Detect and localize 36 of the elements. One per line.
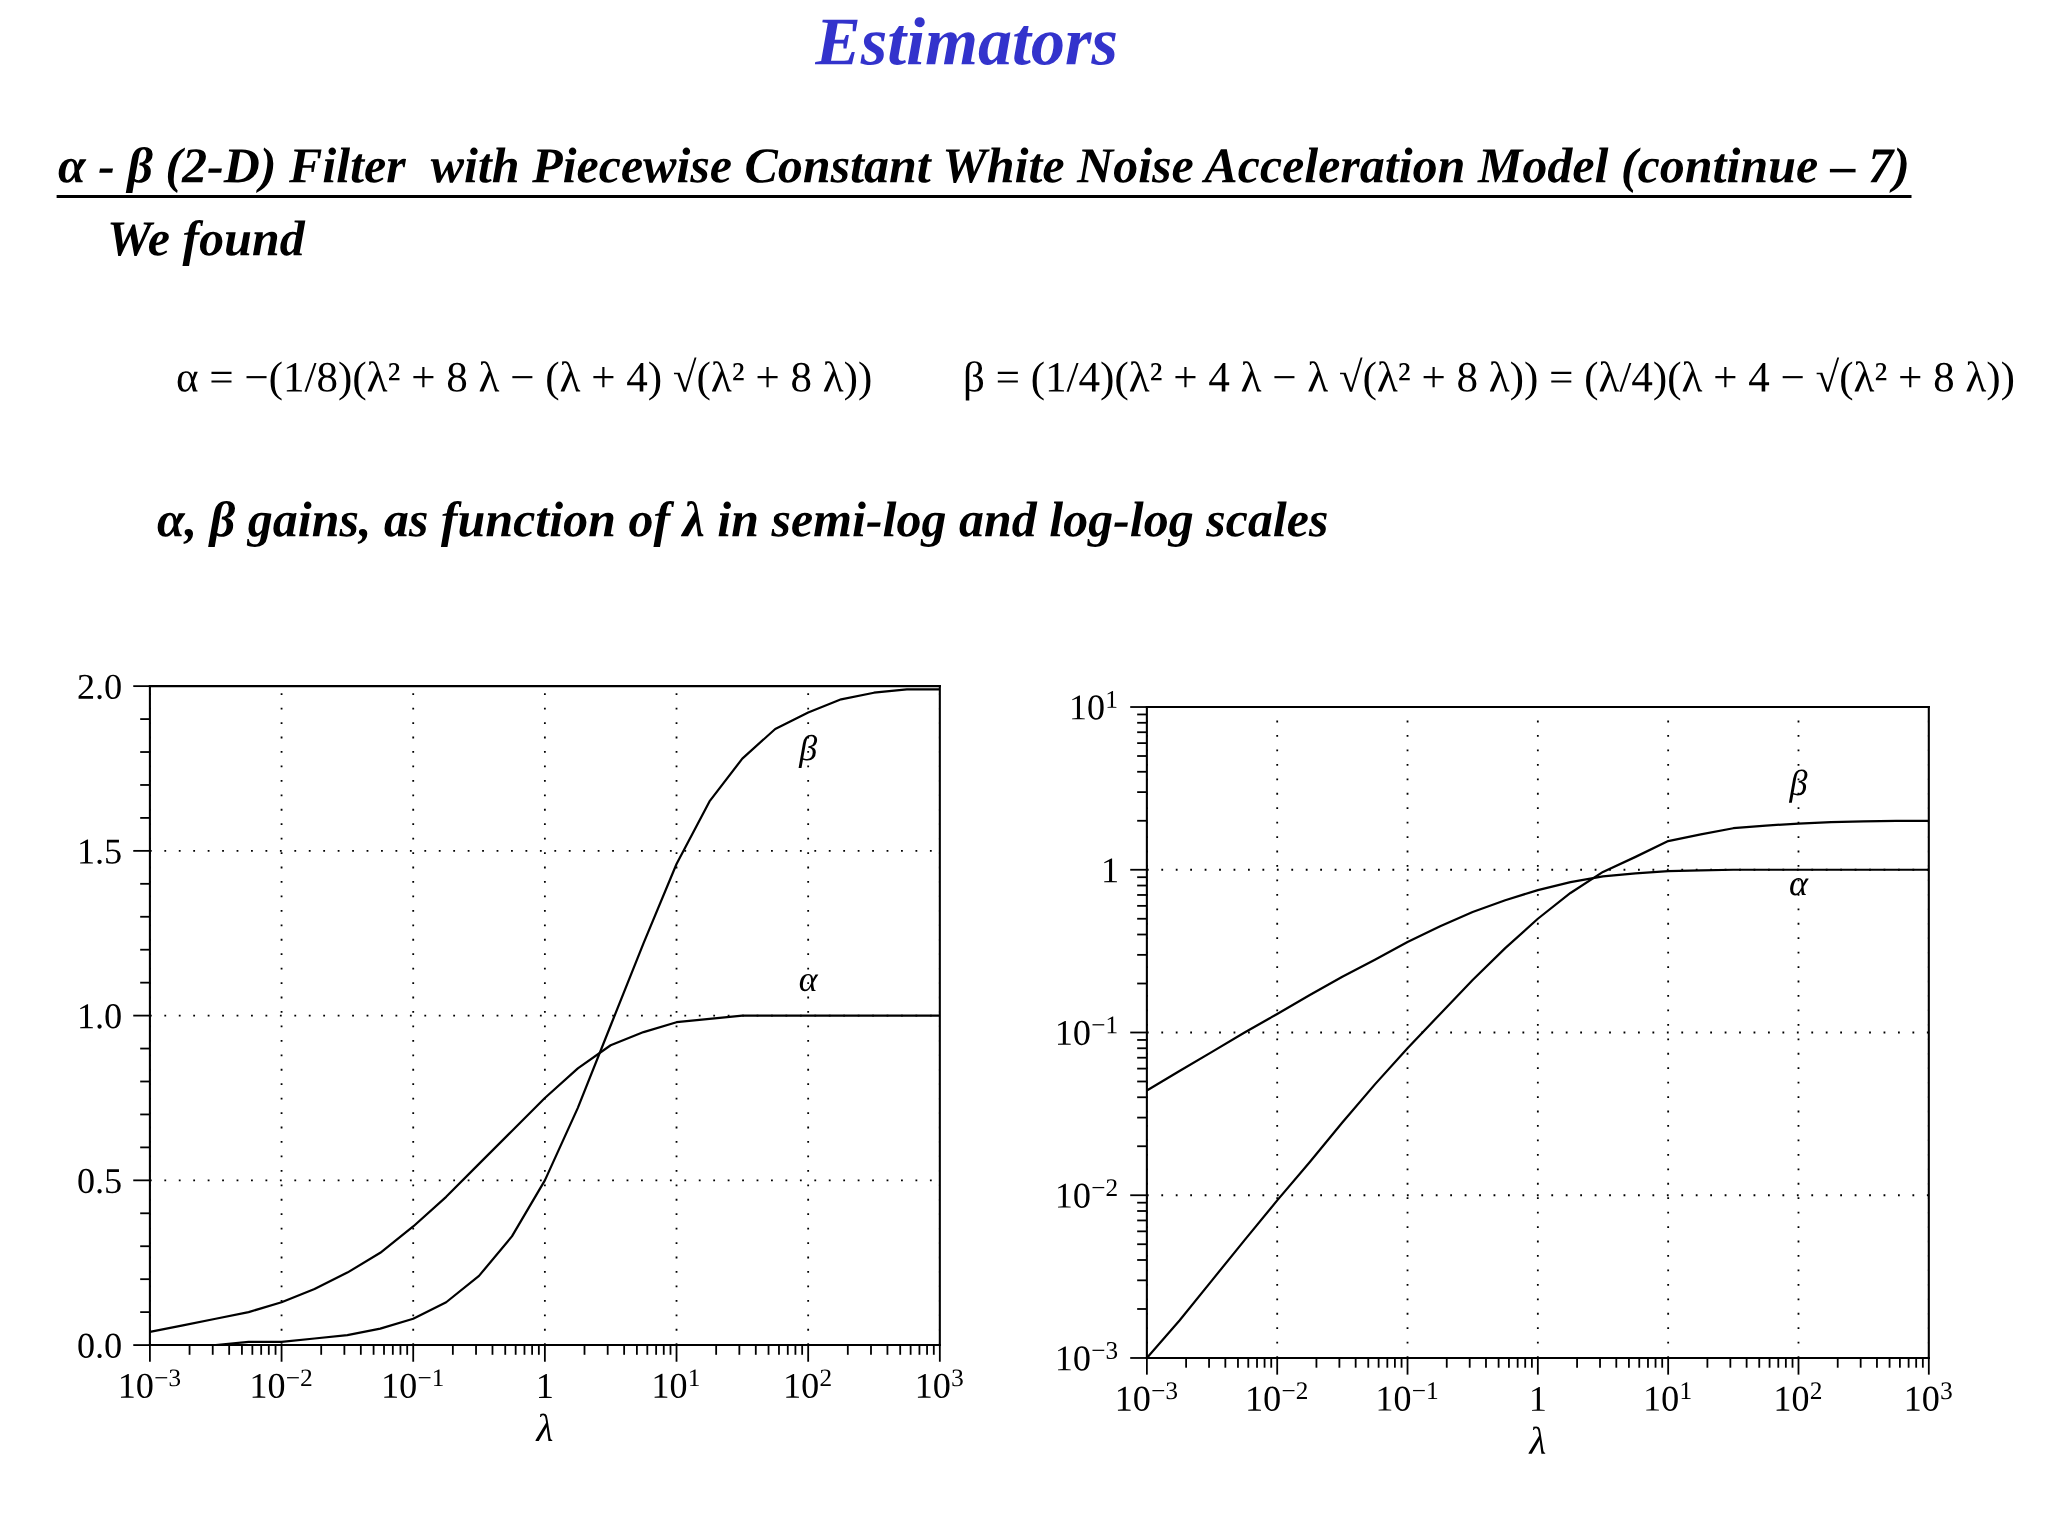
text: β = (1/4)(λ² + 4 λ − λ √(λ² + 8 λ)) = (λ/4)(λ + 4 − √(λ² + 8 λ)) — [965, 357, 2014, 401]
x-tick-label: 10$^{−1}$ — [384, 1369, 443, 1399]
series-label: β — [1788, 769, 1808, 803]
x-axis-title: λ — [1528, 1426, 1546, 1454]
x-tick-label: 10$^{−2}$ — [252, 1369, 312, 1399]
text: α = −(1/8)(λ² + 8 λ − (λ + 4) √(λ² + 8 λ)) — [177, 357, 871, 401]
series-label: β — [798, 734, 818, 768]
text: α, β gains, as function of λ in semi-log and log-log scales — [157, 501, 1327, 547]
y-tick-label: 1.5 — [80, 839, 121, 864]
y-tick-label: 1.0 — [80, 1004, 121, 1029]
x-tick-label: 10$^{2}$ — [786, 1369, 831, 1399]
y-tick-label: 0.0 — [78, 1333, 121, 1359]
text: α - β (2-D) Filter with Piecewise Constant White Noise Acceleration Model (continue – 7) — [58, 147, 1907, 193]
x-tick-label: 1 — [1531, 1386, 1545, 1411]
x-tick-label: 10$^{1}$ — [654, 1369, 699, 1399]
text: We found — [110, 220, 306, 266]
series-label: α — [799, 973, 819, 992]
x-tick-label: 10$^{3}$ — [1906, 1382, 1952, 1411]
y-tick-label: 10$^{−2}$ — [1058, 1179, 1117, 1208]
series-label: α — [1790, 878, 1809, 896]
y-tick-label: 2.0 — [78, 674, 121, 700]
y-tick-label: 10$^{1}$ — [1072, 691, 1117, 720]
y-tick-label: 10$^{−3}$ — [1058, 1341, 1118, 1371]
x-tick-label: 10$^{−3}$ — [1117, 1382, 1178, 1411]
y-tick-label: 10$^{−1}$ — [1058, 1016, 1117, 1046]
x-axis-title: λ — [535, 1413, 553, 1441]
y-tick-label: 1 — [1104, 858, 1117, 883]
x-tick-label: 10$^{−2}$ — [1248, 1382, 1307, 1411]
y-tick-label: 0.5 — [78, 1168, 121, 1194]
x-tick-label: 1 — [539, 1374, 552, 1398]
text: Estimators — [814, 17, 1116, 66]
x-tick-label: 10$^{2}$ — [1776, 1382, 1822, 1411]
x-tick-label: 10$^{1}$ — [1646, 1382, 1691, 1411]
x-tick-label: 10$^{3}$ — [917, 1369, 963, 1399]
x-tick-label: 10$^{−3}$ — [120, 1369, 181, 1399]
x-tick-label: 10$^{−1}$ — [1378, 1382, 1438, 1411]
